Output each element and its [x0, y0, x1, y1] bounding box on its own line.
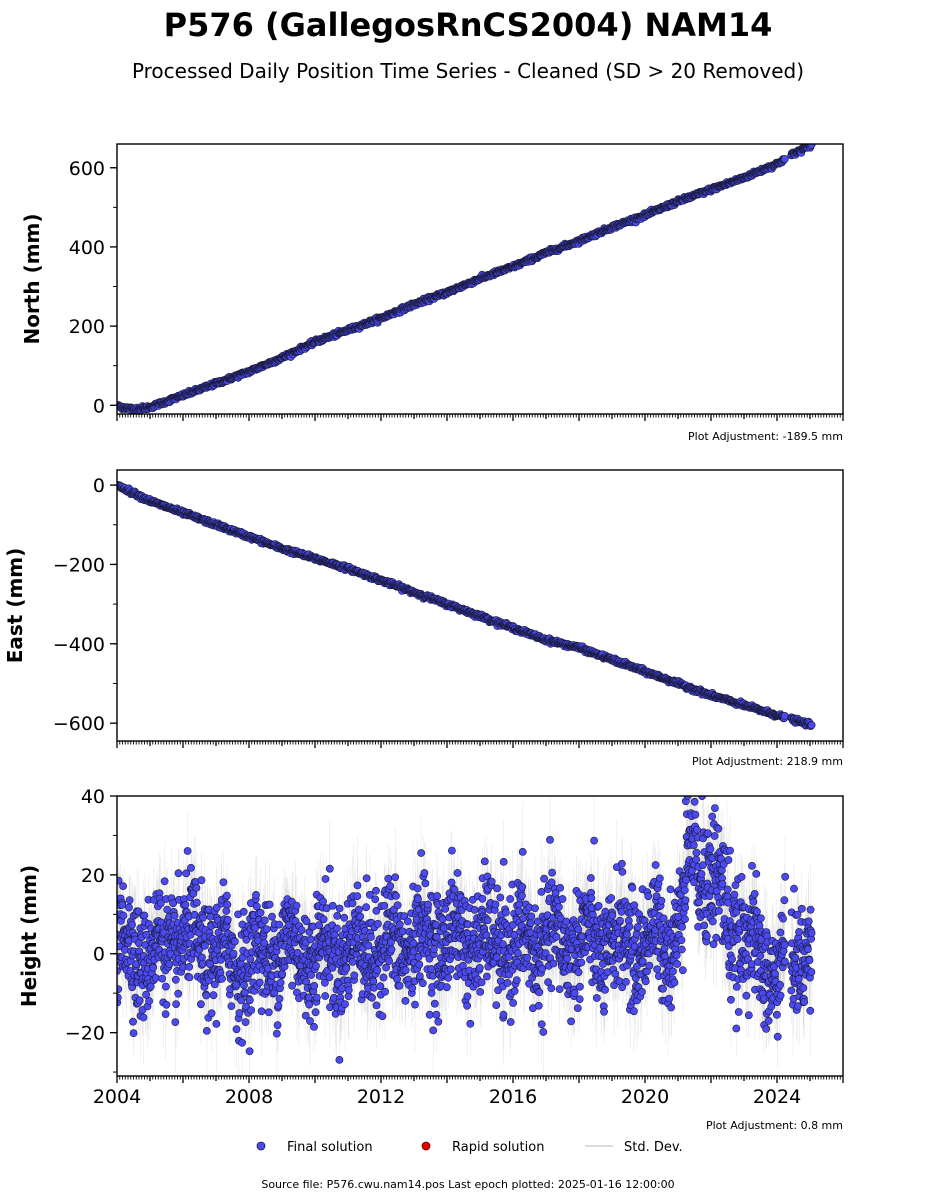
panel-1: 0 200 400 600 North (mm) Plot Adjustment: -18… [20, 143, 844, 443]
plot-area [117, 144, 816, 414]
data-point [807, 144, 816, 149]
plot-area [117, 480, 816, 730]
data-point [780, 155, 789, 163]
y-tick-label: 400 [69, 237, 105, 259]
plot-adjustment-label: Plot Adjustment: 218.9 mm [692, 755, 843, 768]
y-tick-label: 600 [69, 158, 105, 180]
panels: 0 200 400 600 North (mm) Plot Adjustment: -18… [3, 143, 844, 1132]
y-tick-label: 200 [69, 316, 105, 338]
y-tick-label: 0 [93, 395, 105, 417]
plot-adjustment-label: Plot Adjustment: -189.5 mm [688, 430, 843, 443]
chart-title: P576 (GallegosRnCS2004) NAM14 [164, 6, 773, 44]
y-tick-label: −600 [53, 713, 105, 735]
y-axis-label: East (mm) [3, 548, 27, 664]
plot-area [117, 796, 816, 1076]
data-point [780, 712, 789, 720]
chart-subtitle: Processed Daily Position Time Series - C… [132, 59, 804, 83]
y-tick-label: −200 [53, 554, 105, 576]
data-point [807, 721, 816, 730]
y-axis-label: North (mm) [20, 213, 44, 344]
y-tick-label: 0 [93, 475, 105, 497]
panel-2: 0 −200 −400 −600 East (mm) Plot Adjustment: 2… [3, 469, 844, 768]
y-tick-label: −400 [53, 634, 105, 656]
